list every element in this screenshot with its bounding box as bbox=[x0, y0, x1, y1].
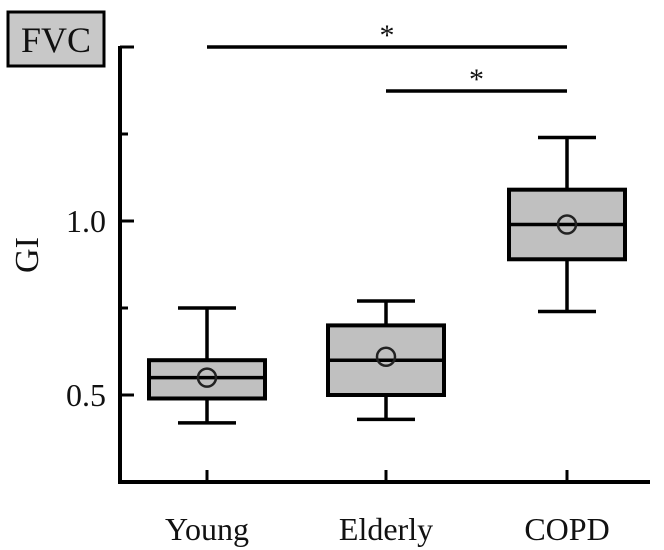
mean-marker bbox=[556, 214, 578, 235]
box-young bbox=[147, 306, 267, 425]
mean-marker bbox=[196, 367, 218, 388]
boxes bbox=[147, 135, 627, 425]
x-tick-label: Young bbox=[165, 511, 249, 547]
y-tick-label: 1.0 bbox=[66, 203, 106, 239]
x-tick-label: Elderly bbox=[339, 511, 433, 547]
y-axis-title: GI bbox=[9, 237, 46, 273]
panel-label: FVC bbox=[21, 20, 91, 60]
significance-bars: ** bbox=[207, 19, 567, 96]
significance-label: * bbox=[380, 19, 395, 52]
box-elderly bbox=[326, 299, 446, 422]
panel-label-background bbox=[6, 10, 106, 68]
y-ticks: 0.5 1.0 bbox=[66, 45, 134, 413]
panel-label-box: FVC bbox=[6, 10, 106, 68]
y-tick-label: 0.5 bbox=[66, 377, 106, 413]
significance-label: * bbox=[469, 63, 484, 96]
box-copd bbox=[507, 135, 627, 314]
mean-marker bbox=[375, 346, 397, 367]
x-tick-label: COPD bbox=[524, 511, 609, 547]
x-ticks: Young Elderly COPD bbox=[165, 470, 610, 547]
